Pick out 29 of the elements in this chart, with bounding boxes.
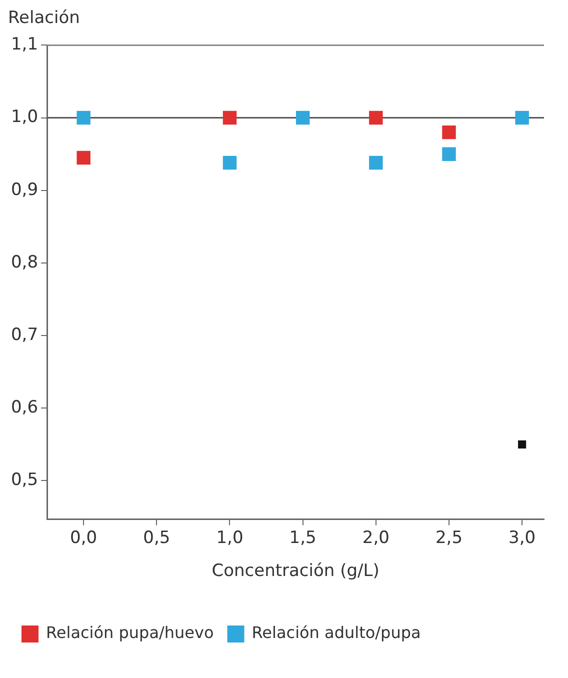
point — [76, 150, 90, 165]
x-tick-label: 1,5 — [289, 528, 316, 548]
y-tick-label: 0,8 — [10, 252, 38, 272]
point — [76, 110, 90, 125]
point — [515, 110, 529, 125]
point — [222, 156, 237, 170]
x-tick-label: 0,5 — [143, 528, 170, 548]
y-tick-label: 0,7 — [10, 324, 38, 345]
point — [518, 440, 526, 448]
y-tick-label: 0,5 — [10, 470, 38, 490]
point — [369, 156, 383, 170]
point — [442, 147, 456, 161]
y-tick-label: 0,9 — [10, 180, 38, 200]
point — [296, 110, 310, 125]
point — [222, 110, 237, 125]
y-axis-title: Relación — [8, 8, 81, 28]
x-tick-label: 2,5 — [435, 528, 463, 548]
legend-label: Relación adulto/pupa — [252, 623, 421, 642]
point — [442, 125, 456, 140]
x-tick-label: 1,0 — [216, 528, 244, 548]
x-tick-label: 3,0 — [508, 528, 536, 548]
point — [369, 110, 383, 125]
y-tick-label: 0,6 — [10, 398, 38, 418]
legend-label: Relación pupa/huevo — [46, 623, 214, 642]
x-tick-label: 0,0 — [70, 528, 98, 548]
y-tick-label: 1,1 — [10, 34, 38, 55]
x-axis-title: Concentración (g/L) — [212, 561, 380, 582]
y-tick-label: 1,0 — [10, 107, 38, 128]
x-tick-label: 2,0 — [362, 528, 390, 548]
